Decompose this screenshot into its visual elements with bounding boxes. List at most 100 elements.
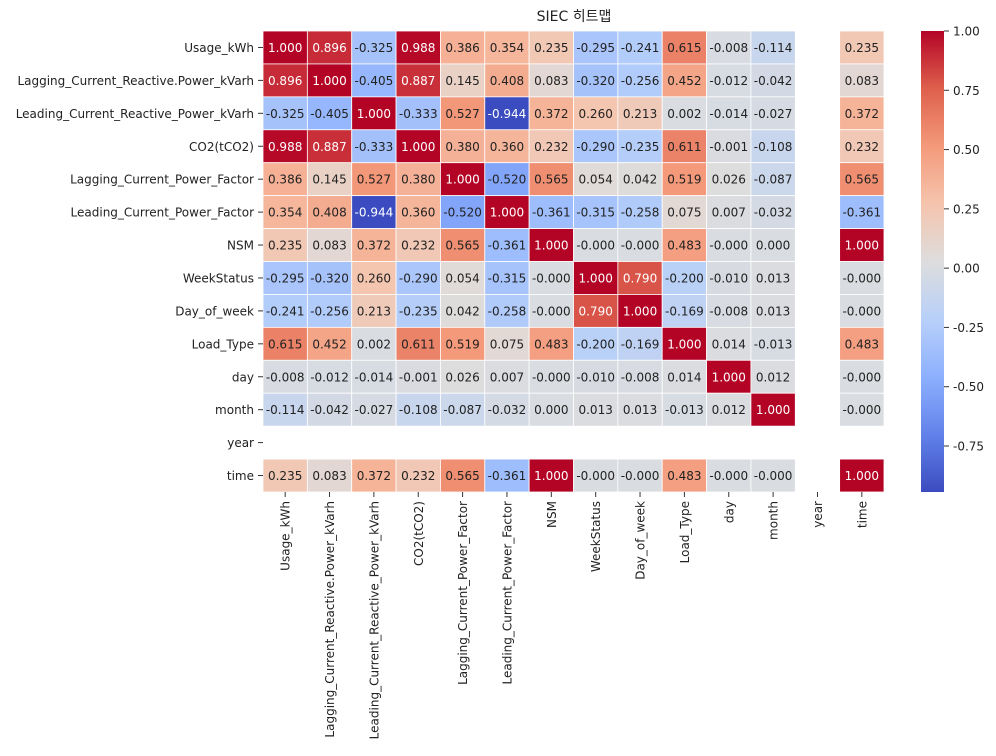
heatmap-cell [262, 30, 308, 65]
cell-value-label: -0.001 [399, 370, 438, 384]
cell-value-label: 0.408 [490, 74, 524, 88]
heatmap-cell [484, 392, 530, 427]
cell-value-label: 0.483 [845, 337, 879, 351]
heatmap-cell [262, 228, 308, 262]
cell-value-label: 0.000 [756, 239, 790, 253]
heatmap-cell [528, 392, 574, 427]
cell-value-label: 0.611 [667, 140, 701, 154]
heatmap-cell [750, 326, 796, 361]
heatmap-cell [573, 195, 619, 229]
heatmap-cell [706, 294, 752, 328]
heatmap-cell [839, 261, 885, 295]
cell-value-label: -0.944 [355, 206, 394, 220]
cell-value-label: -0.361 [488, 239, 527, 253]
cell-value-label: -0.014 [355, 370, 394, 384]
cell-value-label: -0.000 [576, 239, 615, 253]
cell-value-label: -0.000 [621, 469, 660, 483]
cell-value-label: 0.452 [312, 337, 346, 351]
cell-value-label: -0.256 [310, 304, 349, 318]
cell-value-label: 0.360 [401, 206, 435, 220]
cell-value-label: -0.000 [709, 239, 748, 253]
cell-value-label: 0.260 [357, 271, 391, 285]
cell-value-label: -0.000 [842, 403, 881, 417]
cell-value-label: -0.315 [488, 271, 527, 285]
heatmap-cell [706, 228, 752, 262]
row-label: WeekStatus [183, 271, 254, 285]
cell-value-label: 0.360 [490, 140, 524, 154]
heatmap-cell [839, 195, 885, 229]
cell-value-label: 0.075 [667, 206, 701, 220]
cell-value-label: -0.944 [488, 107, 527, 121]
row-label: Leading_Current_Reactive_Power_kVarh [16, 107, 254, 121]
cell-value-label: 0.054 [578, 173, 612, 187]
heatmap-cell [351, 63, 397, 98]
heatmap-cell [617, 162, 663, 197]
heatmap-cell [395, 359, 441, 394]
cell-value-label: -0.042 [754, 74, 793, 88]
heatmap-cell [573, 294, 619, 328]
colorbar-tick-label: 0.00 [953, 262, 980, 276]
heatmap-cell [528, 162, 574, 197]
cell-value-label: 0.565 [445, 469, 479, 483]
cell-value-label: 1.000 [534, 469, 568, 483]
cell-value-label: -0.027 [754, 107, 793, 121]
heatmap-cell [750, 392, 796, 427]
cell-value-label: -0.087 [754, 173, 793, 187]
heatmap-cell [351, 195, 397, 229]
colorbar: 1.00 0.75 0.50 0.25 0.00 -0.25 -0.50 -0.75 [921, 25, 984, 492]
cell-value-label: -0.000 [576, 469, 615, 483]
cell-value-label: 0.083 [312, 239, 346, 253]
cell-value-label: -0.032 [488, 403, 527, 417]
heatmap-cell [395, 392, 441, 427]
heatmap-cell [750, 261, 796, 295]
cell-value-label: 0.615 [268, 337, 302, 351]
row-label: Load_Type [192, 337, 254, 351]
cell-value-label: 0.054 [445, 271, 479, 285]
cell-value-label: 0.887 [401, 74, 435, 88]
cell-value-label: 0.213 [623, 107, 657, 121]
cell-value-label: -0.000 [532, 304, 571, 318]
heatmap-cell [306, 359, 353, 394]
cell-value-label: 0.260 [578, 107, 612, 121]
cell-value-label: 0.235 [268, 469, 302, 483]
heatmap-cell [839, 129, 885, 164]
heatmap-cell [573, 30, 619, 65]
row-label: Lagging_Current_Reactive.Power_kVarh [17, 74, 254, 88]
cell-value-label: -0.000 [532, 370, 571, 384]
heatmap-cell [306, 392, 353, 427]
heatmap-cell [351, 30, 397, 65]
heatmap-cell [528, 228, 574, 262]
column-label: Lagging_Current_Reactive.Power_kVarh [323, 501, 337, 738]
row-label: Leading_Current_Power_Factor [71, 206, 255, 220]
cell-value-label: 0.145 [312, 173, 346, 187]
heatmap-cell [440, 359, 486, 394]
heatmap-cell [573, 359, 619, 394]
heatmap-cell [484, 294, 530, 328]
heatmap-cell [262, 294, 308, 328]
heatmap-cell [839, 458, 885, 493]
cell-value-label: 0.026 [712, 173, 746, 187]
cell-value-label: -0.333 [355, 140, 394, 154]
cell-value-label: 0.002 [667, 107, 701, 121]
heatmap-cell [395, 63, 441, 98]
cell-value-label: -0.258 [621, 206, 660, 220]
column-label: time [855, 501, 869, 528]
cell-value-label: -0.042 [310, 403, 349, 417]
row-label: Usage_kWh [184, 41, 254, 55]
cell-value-label: 0.014 [667, 370, 701, 384]
cell-value-label: 0.026 [445, 370, 479, 384]
heatmap-cell [395, 326, 441, 361]
cell-value-label: 1.000 [578, 271, 612, 285]
heatmap-cell [484, 129, 530, 164]
heatmap-cell [262, 96, 308, 131]
cell-value-label: -0.520 [488, 173, 527, 187]
heatmap-cell [484, 228, 530, 262]
heatmap-cell [440, 261, 486, 295]
cell-value-label: -0.235 [399, 304, 438, 318]
cell-value-label: -0.361 [488, 469, 527, 483]
heatmap-cell [484, 458, 530, 493]
cell-value-label: 0.235 [534, 41, 568, 55]
cell-value-label: 0.790 [623, 271, 657, 285]
cell-value-label: 0.988 [401, 41, 435, 55]
heatmap-cell [262, 458, 308, 493]
